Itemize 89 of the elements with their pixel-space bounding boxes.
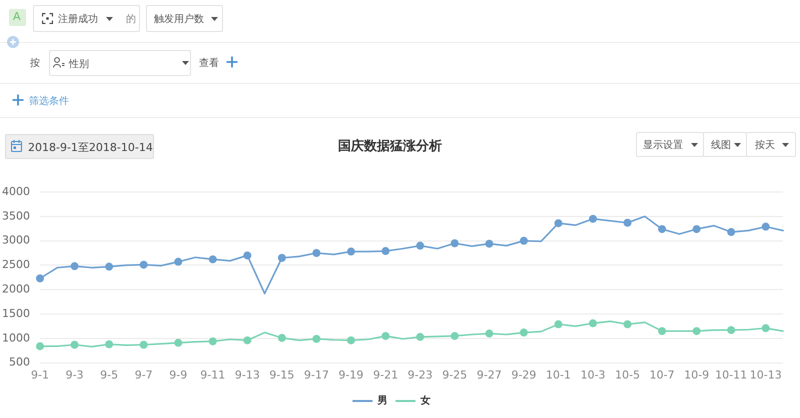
point (174, 258, 182, 266)
y-tick-label: 500 (9, 356, 30, 369)
x-tick-label: 9-5 (100, 368, 118, 382)
point (485, 240, 494, 248)
y-tick-label: 2000 (2, 282, 30, 296)
text: 的 (126, 13, 136, 26)
x-tick-label: 9-11 (200, 368, 226, 382)
legend-label: 女 (420, 394, 430, 407)
x-tick-label: 10-3 (580, 368, 606, 382)
chart-title: 国庆数据猛涨分析 (337, 138, 443, 155)
x-tick-label: 10-7 (650, 368, 675, 382)
point (278, 254, 286, 262)
point (554, 320, 562, 328)
y-tick-label: 3000 (2, 234, 30, 247)
point (588, 319, 597, 328)
point (278, 334, 286, 342)
text: 显示设置 (643, 138, 683, 152)
text: 线图 (711, 138, 731, 152)
point (485, 330, 494, 338)
x-tick-label: 9-15 (269, 368, 294, 382)
point (588, 214, 597, 223)
point (312, 249, 320, 257)
x-tick-label: 9-27 (476, 368, 502, 382)
x-tick-label: 9-3 (66, 368, 84, 382)
point (658, 327, 666, 336)
x-tick-label: 10-11 (715, 368, 748, 382)
point (520, 328, 528, 337)
point (623, 320, 632, 328)
point (347, 336, 356, 344)
point (312, 334, 320, 343)
text: 按 (30, 56, 40, 70)
x-tick-label: 9-21 (373, 368, 398, 382)
point (692, 327, 701, 336)
x-tick-label: 10-13 (750, 368, 782, 382)
x-tick-label: 9-29 (511, 368, 536, 382)
point (520, 236, 528, 245)
point (382, 332, 390, 340)
point (450, 332, 459, 340)
point (623, 218, 632, 227)
point (243, 336, 252, 344)
x-tick-label: 9-25 (442, 368, 468, 382)
text: 按天 (755, 138, 775, 152)
text: 触发用户数 (154, 12, 204, 26)
point (762, 324, 770, 332)
point (174, 338, 182, 347)
point (208, 337, 217, 346)
x-tick-label: 9-13 (234, 368, 260, 382)
text: 性别 (69, 58, 89, 71)
text: 2018-9-1至2018-10-14 (28, 140, 153, 155)
y-tick-label: 1000 (2, 331, 30, 344)
point (70, 340, 79, 349)
point (554, 219, 562, 228)
point (70, 262, 79, 270)
y-tick-label: 2500 (2, 258, 30, 272)
x-tick-label: 9-9 (169, 368, 188, 382)
y-tick-label: 1500 (2, 306, 30, 320)
point (140, 340, 148, 349)
y-tick-label: 3500 (2, 209, 30, 222)
point (105, 262, 114, 271)
text: 查看 (199, 56, 219, 70)
text: 筛选条件 (29, 94, 69, 108)
point (450, 239, 459, 248)
point (243, 251, 252, 260)
point (208, 255, 217, 264)
x-tick-label: 10-5 (615, 368, 640, 382)
x-tick-label: 10-1 (546, 368, 571, 382)
text: 注册成功 (58, 12, 98, 26)
point (416, 242, 424, 250)
point (36, 274, 44, 282)
point (692, 225, 701, 234)
point (727, 326, 736, 334)
text: A (13, 10, 21, 23)
x-tick-label: 9-17 (304, 368, 329, 382)
point (140, 260, 148, 269)
x-tick-label: 9-1 (31, 368, 49, 382)
legend-label: 男 (376, 394, 388, 407)
point (347, 248, 356, 256)
x-tick-label: 9-19 (338, 368, 364, 382)
point (105, 340, 114, 348)
point (727, 228, 736, 236)
point (762, 222, 770, 231)
y-tick-label: 4000 (2, 184, 30, 198)
point (382, 247, 390, 256)
x-tick-label: 10-9 (684, 368, 710, 382)
x-tick-label: 9-23 (408, 368, 433, 382)
point (36, 342, 44, 350)
point (658, 225, 666, 234)
point (416, 332, 424, 341)
x-tick-label: 9-7 (134, 368, 153, 382)
